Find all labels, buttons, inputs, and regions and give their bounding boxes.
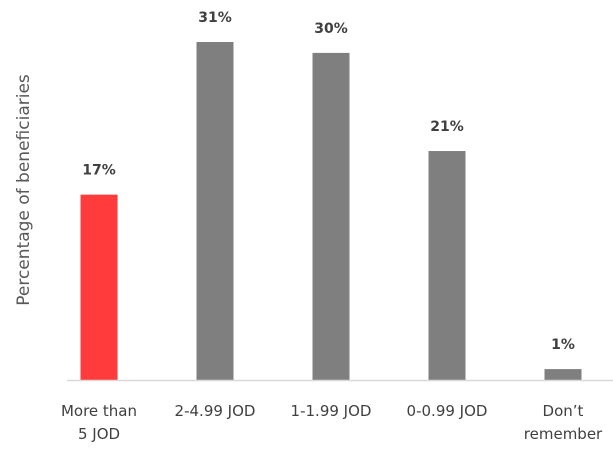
bar-2 bbox=[312, 52, 350, 380]
bar-0 bbox=[80, 194, 118, 380]
x-tick-label-1: 2-4.99 JOD bbox=[175, 402, 256, 420]
bar-4 bbox=[544, 369, 582, 380]
x-tick-label-0-line-0: More than bbox=[61, 402, 137, 420]
value-label-3: 21% bbox=[430, 119, 464, 135]
x-tick-label-4-line-0: Don’t bbox=[543, 402, 584, 420]
value-label-2: 30% bbox=[314, 21, 348, 37]
y-axis-label: Percentage of beneficiaries bbox=[14, 74, 34, 306]
x-tick-label-3: 0-0.99 JOD bbox=[407, 402, 488, 420]
x-tick-label-4-line-1: remember bbox=[524, 425, 603, 443]
value-label-0: 17% bbox=[82, 163, 116, 179]
tick-labels-layer: More than 5 JOD 2-4.99 JOD 1-1.99 JOD 0-0.99… bbox=[61, 402, 603, 443]
bar-1 bbox=[196, 42, 234, 380]
x-tick-label-2-line-0: 1-1.99 JOD bbox=[291, 402, 372, 420]
value-label-1: 31% bbox=[198, 10, 232, 26]
bar-3 bbox=[428, 151, 466, 380]
x-tick-label-4: Don’t remember bbox=[524, 402, 603, 443]
x-tick-label-2: 1-1.99 JOD bbox=[291, 402, 372, 420]
x-tick-label-0-line-1: 5 JOD bbox=[78, 425, 120, 443]
value-label-4: 1% bbox=[551, 337, 575, 353]
bars-layer bbox=[80, 42, 582, 380]
value-labels-layer: 17% 31% 30% 21% 1% bbox=[82, 10, 575, 353]
x-tick-label-3-line-0: 0-0.99 JOD bbox=[407, 402, 488, 420]
x-tick-label-1-line-0: 2-4.99 JOD bbox=[175, 402, 256, 420]
x-tick-label-0: More than 5 JOD bbox=[61, 402, 137, 443]
